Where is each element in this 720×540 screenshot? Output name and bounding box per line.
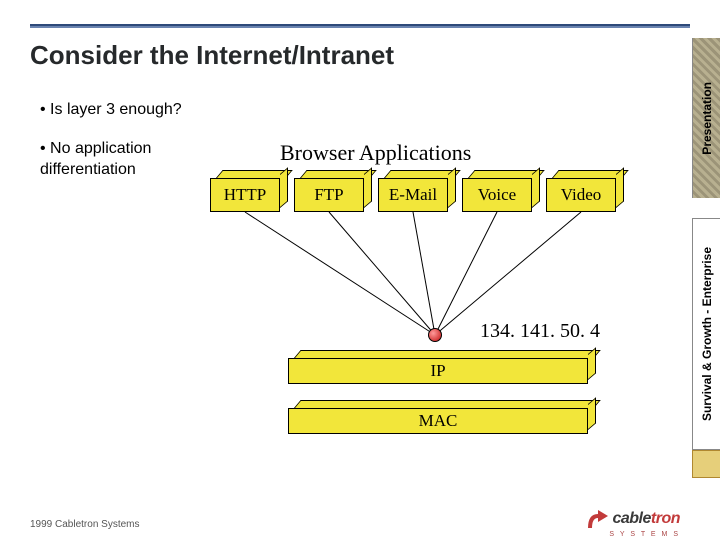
cabletron-logo: cabletron (584, 508, 680, 530)
block-3d: IP (288, 350, 596, 384)
network-diagram: Browser Applications HTTP FTP E-Mail Voice V… (210, 140, 650, 480)
side-tab: Survival & Growth - Enterprise (692, 218, 720, 450)
bullet-list: Is layer 3 enough? No application differe… (40, 100, 230, 198)
diagram-heading: Browser Applications (280, 140, 471, 166)
convergence-dot (428, 328, 442, 342)
block-label: Voice (462, 178, 532, 212)
block-3d: MAC (288, 400, 596, 434)
side-tab: Presentation (692, 38, 720, 198)
logo-text: cabletron (612, 510, 680, 528)
slide-title: Consider the Internet/Intranet (30, 40, 394, 71)
ip-address-label: 134. 141. 50. 4 (480, 320, 600, 343)
block-3d: Video (546, 170, 624, 212)
block-label: Video (546, 178, 616, 212)
block-label: FTP (294, 178, 364, 212)
side-tab-outline (692, 450, 720, 478)
block-label: MAC (288, 408, 588, 434)
block-label: HTTP (210, 178, 280, 212)
bullet-item: No application differentiation (40, 139, 230, 181)
side-tab-label: Presentation (700, 82, 714, 155)
block-3d: FTP (294, 170, 372, 212)
block-3d: E-Mail (378, 170, 456, 212)
header-rule (30, 24, 690, 28)
block-label: E-Mail (378, 178, 448, 212)
footer-copyright: 1999 Cabletron Systems (30, 519, 140, 530)
bullet-item: Is layer 3 enough? (40, 100, 230, 121)
block-3d: Voice (462, 170, 540, 212)
logo-icon (584, 508, 610, 530)
block-label: IP (288, 358, 588, 384)
side-tab-label: Survival & Growth - Enterprise (700, 247, 714, 421)
block-3d: HTTP (210, 170, 288, 212)
logo-subtext: S Y S T E M S (609, 531, 680, 538)
